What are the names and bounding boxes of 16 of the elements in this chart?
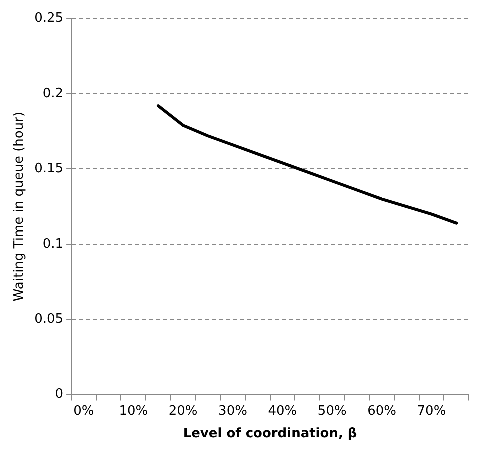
y-axis-title: Waiting Time in queue (hour): [12, 112, 28, 302]
x-axis-title: Level of coordination, β: [183, 426, 358, 442]
x-tick-label: 40%: [268, 404, 298, 419]
x-tick-label: 20%: [168, 404, 198, 419]
x-tick-label: 60%: [368, 404, 397, 419]
x-tick-label: 70%: [417, 404, 446, 419]
y-tick-label: 0.2: [42, 86, 64, 102]
y-tick-label: 0.1: [42, 236, 64, 252]
x-tick-label: 0%: [74, 404, 94, 419]
y-tick-label: 0.25: [34, 11, 64, 26]
x-tick-label: 30%: [218, 404, 248, 419]
y-tick-label: 0.05: [34, 312, 64, 327]
x-tick-label: 10%: [119, 404, 148, 419]
x-tick-label: 50%: [318, 404, 347, 419]
y-tick-label: 0: [55, 387, 64, 402]
y-tick-label: 0.15: [34, 162, 64, 177]
